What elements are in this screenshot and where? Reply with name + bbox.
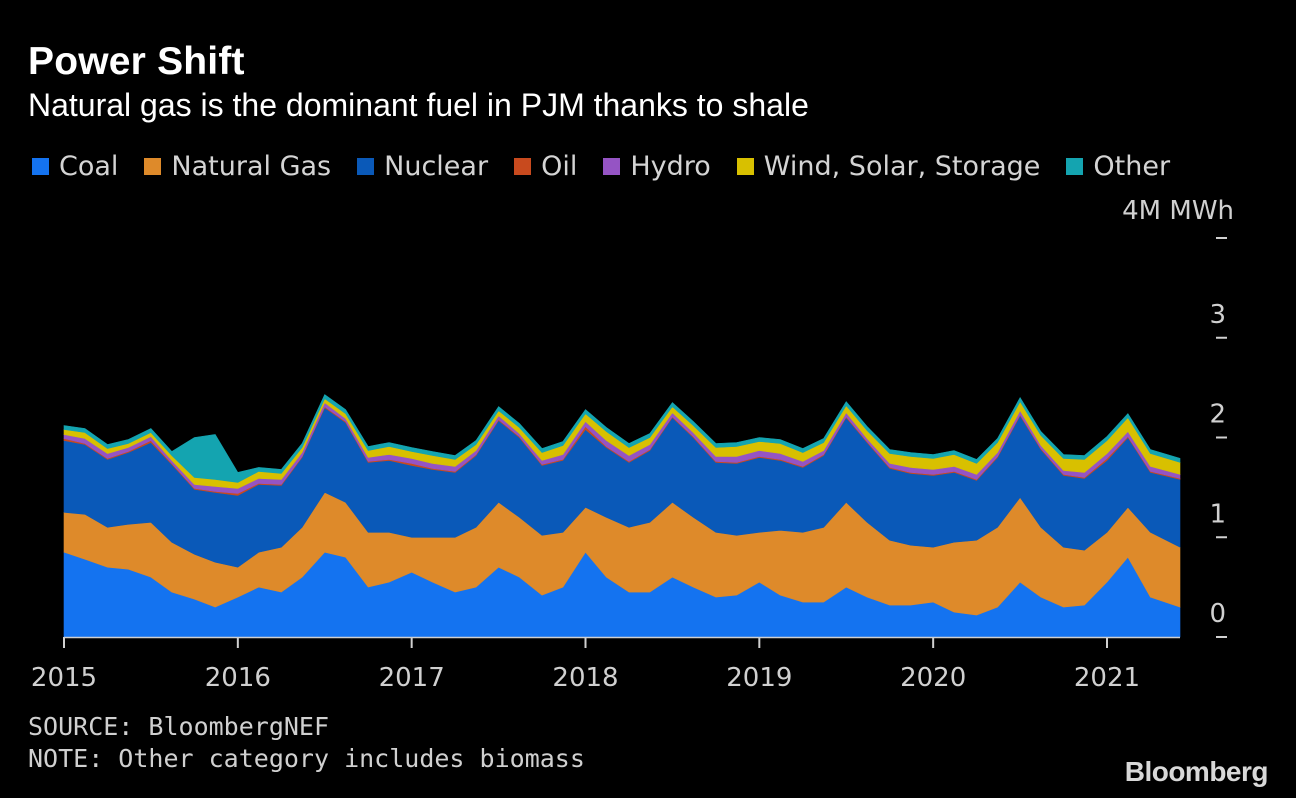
legend-item-wind-solar-storage: Wind, Solar, Storage <box>736 151 1041 182</box>
legend-item-coal: Coal <box>32 151 118 182</box>
x-tick-label-2019: 2019 <box>726 663 792 693</box>
legend-label-other: Other <box>1093 151 1171 182</box>
y-axis: 0 1 2 3 <box>1209 237 1227 638</box>
legend-swatch-oil <box>514 158 532 175</box>
y-axis-unit-label: 4M MWh <box>1122 196 1234 226</box>
source-note: SOURCE: BloombergNEF <box>28 712 330 741</box>
y-tick-label-1: 1 <box>1209 499 1226 529</box>
area-other <box>63 394 1181 483</box>
legend-label-nuclear: Nuclear <box>384 151 489 182</box>
legend-label-hydro: Hydro <box>630 151 711 182</box>
legend-swatch-other <box>1066 158 1084 175</box>
legend-swatch-natural-gas <box>144 158 162 175</box>
x-tick-label-2017: 2017 <box>379 663 445 693</box>
legend-swatch-wind-solar-storage <box>736 158 754 175</box>
x-axis: 2015 2016 2017 2018 2019 2020 2021 <box>31 636 1180 693</box>
x-tick-label-2020: 2020 <box>900 663 966 693</box>
legend-item-other: Other <box>1066 151 1170 182</box>
legend-swatch-nuclear <box>357 158 375 175</box>
legend-swatch-hydro <box>603 158 621 175</box>
y-tick-label-3: 3 <box>1209 300 1226 330</box>
y-tick-label-0: 0 <box>1209 599 1226 629</box>
x-tick-label-2021: 2021 <box>1074 663 1140 693</box>
footnote: NOTE: Other category includes biomass <box>28 744 585 773</box>
area-layers <box>63 394 1181 638</box>
legend-item-nuclear: Nuclear <box>357 151 488 182</box>
legend-label-oil: Oil <box>541 151 578 182</box>
legend: Coal Natural Gas Nuclear Oil Hydro Wind,… <box>32 151 1196 182</box>
bloomberg-logo: Bloomberg <box>1124 756 1269 787</box>
legend-item-hydro: Hydro <box>603 151 711 182</box>
legend-label-natural-gas: Natural Gas <box>171 151 332 182</box>
legend-label-wind-solar-storage: Wind, Solar, Storage <box>763 151 1041 182</box>
x-tick-label-2015: 2015 <box>31 663 97 693</box>
chart-subtitle: Natural gas is the dominant fuel in PJM … <box>28 87 809 123</box>
x-tick-label-2016: 2016 <box>205 663 271 693</box>
legend-item-oil: Oil <box>514 151 577 182</box>
chart-title: Power Shift <box>28 40 245 83</box>
y-tick-label-2: 2 <box>1209 400 1226 430</box>
legend-swatch-coal <box>32 158 49 175</box>
x-tick-label-2018: 2018 <box>552 663 618 693</box>
legend-label-coal: Coal <box>59 151 119 182</box>
legend-item-natural-gas: Natural Gas <box>144 151 331 182</box>
